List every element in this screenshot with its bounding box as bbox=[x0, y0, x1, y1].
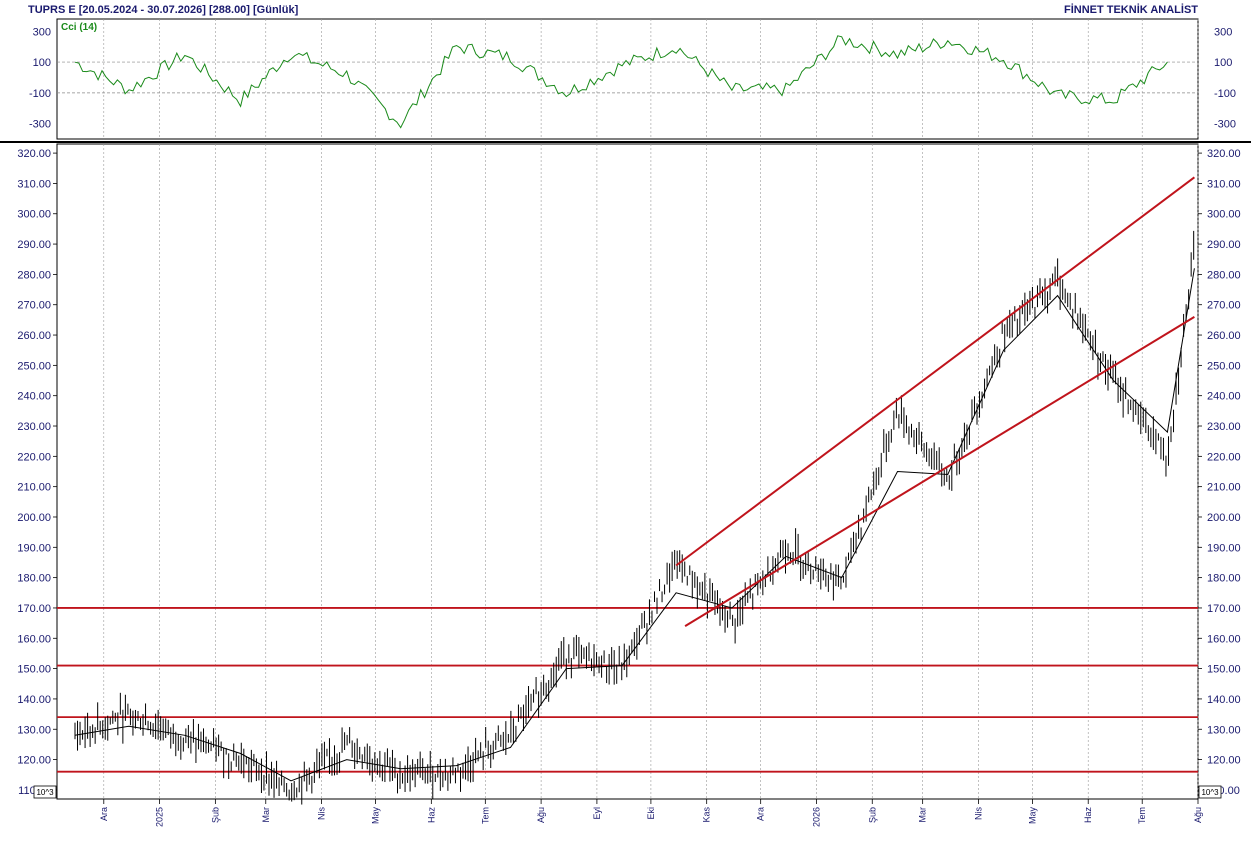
cci-series-line bbox=[74, 35, 1168, 129]
scale-note-right: 10^3 bbox=[1201, 788, 1219, 797]
cci-y-tick-label-left: 300 bbox=[33, 26, 51, 38]
price-y-tick-label-left: 190.00 bbox=[17, 542, 51, 554]
price-panel-frame bbox=[56, 143, 1199, 800]
x-tick-label: 2025 bbox=[155, 807, 165, 827]
moving-average-line bbox=[74, 268, 1195, 782]
price-y-tick-label-right: 130.00 bbox=[1207, 724, 1241, 736]
x-tick-label: Ağu bbox=[1193, 807, 1203, 823]
price-y-tick-label-left: 130.00 bbox=[17, 724, 51, 736]
cci-y-tick-label-right: -100 bbox=[1214, 88, 1236, 100]
x-tick-label: May bbox=[1027, 807, 1037, 825]
price-y-tick-label-right: 250.00 bbox=[1207, 360, 1241, 372]
x-tick-label: May bbox=[371, 807, 381, 825]
price-y-tick-label-right: 240.00 bbox=[1207, 391, 1241, 403]
price-y-tick-label-left: 150.00 bbox=[17, 664, 51, 676]
price-y-tick-label-left: 170.00 bbox=[17, 603, 51, 615]
price-y-tick-label-left: 160.00 bbox=[17, 633, 51, 645]
price-y-tick-label-right: 320.00 bbox=[1207, 148, 1241, 160]
price-y-tick-label-right: 290.00 bbox=[1207, 239, 1241, 251]
price-y-tick-label-left: 240.00 bbox=[17, 391, 51, 403]
x-tick-label: Haz bbox=[426, 807, 436, 824]
x-tick-label: Nis bbox=[973, 807, 983, 820]
price-y-tick-label-right: 170.00 bbox=[1207, 603, 1241, 615]
chart-header-brand: FİNNET TEKNİK ANALİST bbox=[1064, 3, 1198, 16]
price-y-tick-label-right: 190.00 bbox=[1207, 542, 1241, 554]
price-y-tick-label-right: 260.00 bbox=[1207, 330, 1241, 342]
price-y-tick-label-left: 300.00 bbox=[17, 209, 51, 221]
price-y-tick-label-left: 230.00 bbox=[17, 421, 51, 433]
price-y-tick-label-left: 260.00 bbox=[17, 330, 51, 342]
x-tick-label: Ara bbox=[756, 807, 766, 821]
price-y-tick-label-left: 140.00 bbox=[17, 694, 51, 706]
price-y-tick-label-right: 120.00 bbox=[1207, 755, 1241, 767]
scale-note-box-right bbox=[1198, 785, 1222, 799]
price-y-tick-label-left: 120.00 bbox=[17, 755, 51, 767]
price-y-tick-label-left: 250.00 bbox=[17, 360, 51, 372]
x-tick-label: Mar bbox=[918, 807, 928, 823]
price-y-tick-label-right: 160.00 bbox=[1207, 633, 1241, 645]
x-tick-label: Ağu bbox=[536, 807, 546, 823]
x-tick-label: Eyl bbox=[592, 807, 602, 820]
x-tick-label: Tem bbox=[480, 807, 490, 824]
price-y-tick-label-left: 290.00 bbox=[17, 239, 51, 251]
price-y-tick-label-left: 200.00 bbox=[17, 512, 51, 524]
scale-note-box-left bbox=[33, 785, 57, 799]
cci-y-tick-label-left: 100 bbox=[33, 57, 51, 69]
trend-channel-line bbox=[684, 315, 1195, 628]
price-y-tick-label-right: 150.00 bbox=[1207, 664, 1241, 676]
scale-note-left: 10^3 bbox=[36, 788, 54, 797]
x-tick-label: Şub bbox=[867, 807, 877, 823]
price-y-tick-label-right: 310.00 bbox=[1207, 178, 1241, 190]
x-tick-label: Kas bbox=[702, 807, 712, 823]
cci-y-tick-label-right: 100 bbox=[1214, 57, 1232, 69]
price-y-tick-label-left: 310.00 bbox=[17, 178, 51, 190]
price-y-tick-label-left: 320.00 bbox=[17, 148, 51, 160]
x-tick-label: Haz bbox=[1083, 807, 1093, 824]
x-tick-label: Nis bbox=[317, 807, 327, 820]
price-y-tick-label-left: 180.00 bbox=[17, 573, 51, 585]
x-tick-label: Eki bbox=[646, 807, 656, 820]
price-y-tick-label-left: 210.00 bbox=[17, 482, 51, 494]
x-tick-label: Tem bbox=[1137, 807, 1147, 824]
cci-y-tick-label-left: -300 bbox=[29, 119, 51, 131]
price-y-tick-label-right: 210.00 bbox=[1207, 482, 1241, 494]
price-y-tick-label-right: 220.00 bbox=[1207, 451, 1241, 463]
x-tick-label: 2026 bbox=[811, 807, 821, 827]
price-y-tick-label-right: 280.00 bbox=[1207, 269, 1241, 281]
chart-header-title: TUPRS E [20.05.2024 - 30.07.2026] [288.0… bbox=[28, 4, 299, 16]
price-y-tick-label-right: 300.00 bbox=[1207, 209, 1241, 221]
x-tick-label: Mar bbox=[261, 807, 271, 823]
x-tick-label: Ara bbox=[99, 807, 109, 821]
cci-y-tick-label-left: -100 bbox=[29, 88, 51, 100]
x-tick-label: Şub bbox=[210, 807, 220, 823]
price-y-tick-label-right: 230.00 bbox=[1207, 421, 1241, 433]
price-y-tick-label-right: 270.00 bbox=[1207, 300, 1241, 312]
price-y-tick-label-left: 270.00 bbox=[17, 300, 51, 312]
price-y-tick-label-left: 220.00 bbox=[17, 451, 51, 463]
cci-y-tick-label-right: -300 bbox=[1214, 119, 1236, 131]
price-y-tick-label-right: 200.00 bbox=[1207, 512, 1241, 524]
price-y-tick-label-right: 180.00 bbox=[1207, 573, 1241, 585]
cci-label: Cci (14) bbox=[61, 22, 97, 33]
price-y-tick-label-left: 280.00 bbox=[17, 269, 51, 281]
price-y-tick-label-right: 140.00 bbox=[1207, 694, 1241, 706]
cci-y-tick-label-right: 300 bbox=[1214, 26, 1232, 38]
trend-channel-line bbox=[675, 176, 1196, 567]
